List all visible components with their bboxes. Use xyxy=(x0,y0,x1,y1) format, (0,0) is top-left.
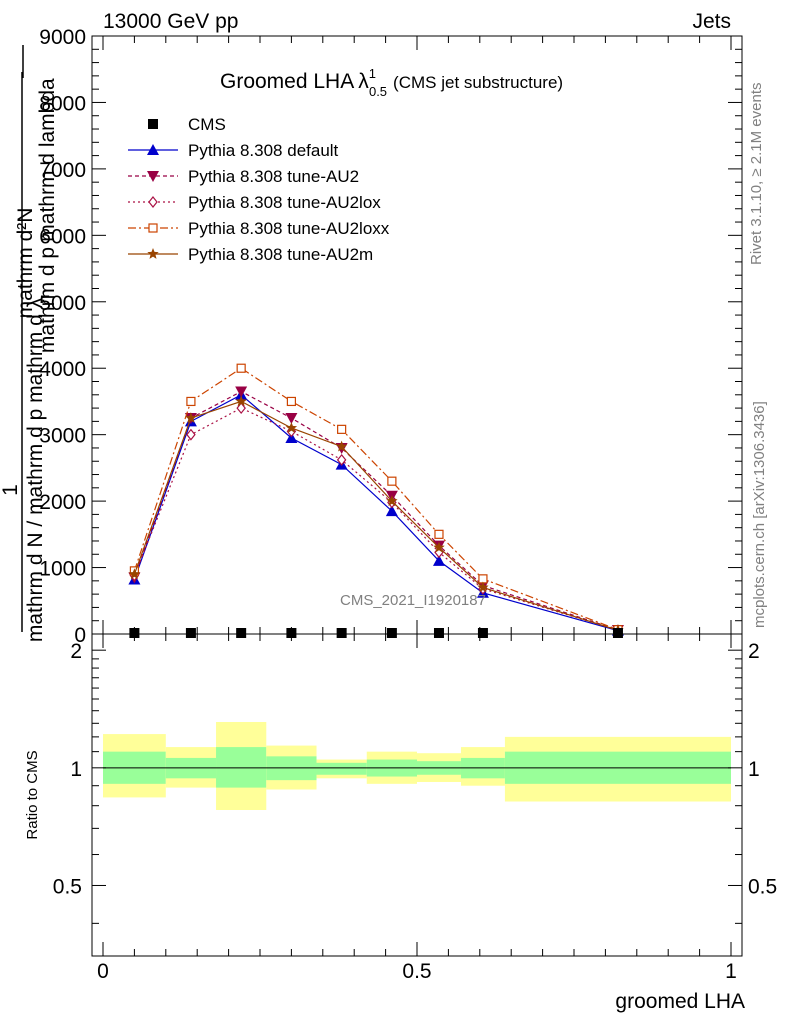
data-point xyxy=(433,541,445,553)
legend-item: Pythia 8.308 tune-AU2lox xyxy=(128,193,381,212)
data-point xyxy=(386,628,397,638)
data-point xyxy=(285,413,298,425)
data-point xyxy=(186,428,196,441)
data-point xyxy=(236,628,247,638)
main-series xyxy=(128,363,624,638)
legend-marker xyxy=(148,223,158,233)
plot-title-suffix: (CMS jet substructure) xyxy=(393,73,563,92)
xtick-label: 1 xyxy=(725,960,737,983)
data-point xyxy=(385,505,398,517)
legend-item: Pythia 8.308 default xyxy=(128,141,339,160)
ratio-axes: 0.5 0.5 1 1 2 2 0 0.5 1 xyxy=(53,634,777,983)
legend-label: Pythia 8.308 default xyxy=(188,141,339,160)
data-point xyxy=(235,395,247,407)
legend-marker xyxy=(148,119,158,129)
main-ytick-label: 0 xyxy=(74,624,86,647)
rivet-info: Rivet 3.1.10, ≥ 2.1M events xyxy=(748,83,765,266)
main-ytick-label: 7000 xyxy=(39,159,86,182)
data-point xyxy=(612,628,623,638)
ylabel-denominator-b: mathrm d lambda xyxy=(36,78,59,242)
data-point xyxy=(285,431,298,443)
ratio-bands xyxy=(103,721,731,810)
legend-item: Pythia 8.308 tune-AU2loxx xyxy=(128,219,390,238)
legend-marker xyxy=(147,144,159,155)
ratio-ytick-label: 2 xyxy=(70,640,82,663)
data-point xyxy=(433,628,444,638)
data-point xyxy=(337,424,347,434)
legend-label: Pythia 8.308 tune-AU2lox xyxy=(188,193,381,212)
header-energy: 13000 GeV pp xyxy=(103,10,238,33)
data-point xyxy=(235,386,248,398)
data-point xyxy=(236,402,246,415)
legend-item: Pythia 8.308 tune-AU2 xyxy=(128,167,359,186)
plot-title: Groomed LHA λ1 0.5 (CMS jet substructure) xyxy=(220,66,563,99)
legend-marker xyxy=(147,171,159,182)
legend-label: Pythia 8.308 tune-AU2 xyxy=(188,167,359,186)
main-ytick-label: 1000 xyxy=(39,558,86,581)
legend: CMS Pythia 8.308 default Pythia 8.308 tune… xyxy=(128,115,390,264)
series-pythia-8-308-tune-au2m xyxy=(128,395,624,636)
legend-item: CMS xyxy=(148,115,226,134)
data-point xyxy=(336,453,347,466)
data-point xyxy=(336,628,347,638)
data-point xyxy=(185,412,197,423)
plot-title-lambda: λ xyxy=(358,70,369,93)
ylabel-numerator: mathrm d²N xyxy=(14,208,37,319)
data-point xyxy=(434,529,444,539)
mcplots-info: mcplots.cern.ch [arXiv:1306.3436] xyxy=(751,401,768,628)
data-point xyxy=(129,628,140,638)
ratio-band-inner xyxy=(316,762,367,775)
main-ytick-label: 2000 xyxy=(39,491,86,514)
data-point xyxy=(286,628,297,638)
plot-title-sup: 1 xyxy=(369,66,376,81)
legend-label: CMS xyxy=(188,115,226,134)
ratio-ylabel: Ratio to CMS xyxy=(24,750,41,839)
analysis-watermark: CMS_2021_I1920187 xyxy=(340,592,486,609)
legend-marker xyxy=(148,196,158,208)
legend-marker xyxy=(147,248,159,259)
main-ylabel: mathrm d²N mathrm d lambda mathrm d p 1 … xyxy=(0,45,59,642)
data-point xyxy=(128,568,141,580)
data-point xyxy=(286,396,296,407)
ratio-ytick-label: 1 xyxy=(70,758,82,781)
data-point xyxy=(335,440,348,452)
data-point xyxy=(432,554,445,566)
main-ytick-label: 6000 xyxy=(39,225,86,248)
data-point xyxy=(186,396,196,407)
data-point xyxy=(285,422,298,433)
main-ytick-label: 9000 xyxy=(39,26,86,49)
main-ytick-label: 8000 xyxy=(39,92,86,115)
series-cms xyxy=(129,628,623,638)
series-line xyxy=(133,390,619,631)
ylabel-one: 1 xyxy=(0,484,22,496)
main-ytick-label: 5000 xyxy=(39,292,86,315)
data-point xyxy=(477,628,488,638)
data-point xyxy=(236,363,246,373)
ratio-ytick-label-right: 2 xyxy=(748,640,760,663)
plot-title-main: Groomed LHA xyxy=(220,70,354,93)
ratio-ytick-label-right: 0.5 xyxy=(748,875,777,898)
series-line xyxy=(133,367,619,631)
data-point xyxy=(386,495,398,506)
ratio-ytick-label-right: 1 xyxy=(748,758,760,781)
data-point xyxy=(185,628,196,638)
ylabel-bottom: mathrm d N / mathrm d p mathrm d λ xyxy=(24,297,47,642)
main-axes: 0 1000 2000 3000 4000 5000 6000 7000 8000 9000 xyxy=(39,26,742,647)
legend-label: Pythia 8.308 tune-AU2loxx xyxy=(188,219,390,238)
xtick-label: 0.5 xyxy=(402,960,431,983)
plot-title-sub: 0.5 xyxy=(369,84,387,99)
ratio-ytick-label: 0.5 xyxy=(53,875,82,898)
data-point xyxy=(477,581,489,593)
data-point xyxy=(387,476,397,486)
header-jets: Jets xyxy=(692,10,731,33)
main-ytick-label: 4000 xyxy=(39,358,86,381)
legend-label: Pythia 8.308 tune-AU2m xyxy=(188,245,373,264)
main-ytick-label: 3000 xyxy=(39,425,86,448)
ylabel-denominator-a: mathrm d p xyxy=(36,247,59,353)
xaxis-label: groomed LHA xyxy=(615,990,745,1013)
legend-item: Pythia 8.308 tune-AU2m xyxy=(128,245,373,264)
xtick-label: 0 xyxy=(97,960,109,983)
